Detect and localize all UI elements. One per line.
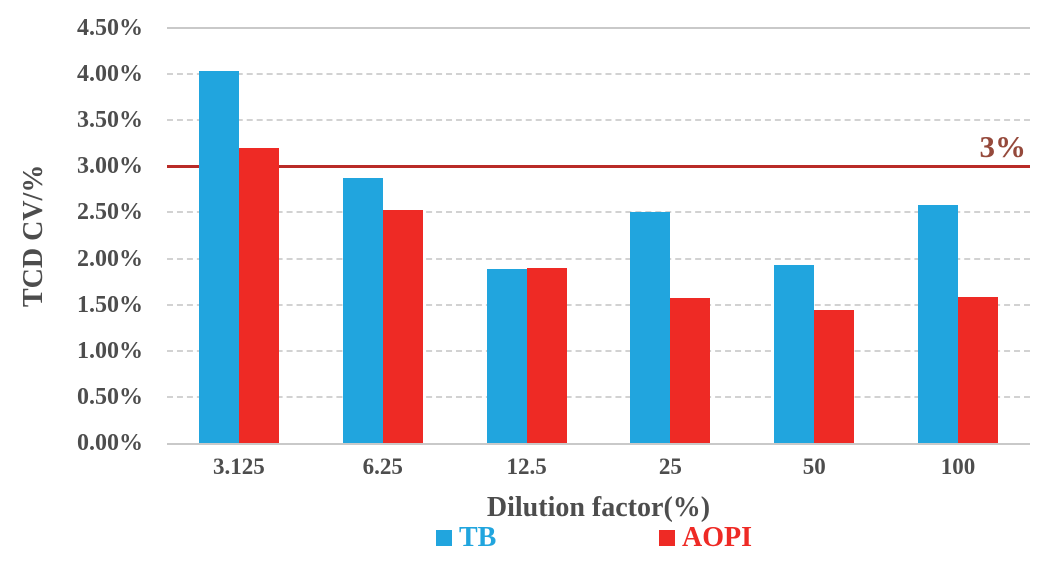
y-tick-4.50%: 4.50% xyxy=(77,15,143,41)
legend-label-tb: TB xyxy=(459,522,497,553)
bar-tb-25 xyxy=(630,211,671,443)
x-axis-line xyxy=(167,443,1030,445)
y-axis-tick-labels: 0.00% 0.50% 1.00% 1.50% 2.00% 2.50% 3.00% 3.50%… xyxy=(0,15,143,456)
legend-item-aopi: AOPI xyxy=(659,523,752,553)
legend-label-aopi: AOPI xyxy=(682,522,752,553)
y-tick-2.00%: 2.00% xyxy=(77,245,143,272)
y-tick-4.00%: 4.00% xyxy=(77,61,143,88)
bar-group-12.5 xyxy=(455,28,599,443)
bar-aopi-12.5 xyxy=(526,267,567,443)
bar-group-50 xyxy=(742,28,886,443)
y-tick-3.50%: 3.50% xyxy=(77,107,143,134)
legend-swatch-aopi xyxy=(659,530,675,546)
bar-group-100 xyxy=(886,28,1030,443)
x-tick-12.5: 12.5 xyxy=(506,454,547,479)
gridline-1.50% xyxy=(167,303,1030,306)
bar-aopi-25 xyxy=(670,298,711,443)
bar-group-25 xyxy=(598,28,742,443)
x-tick-3.125: 3.125 xyxy=(213,454,265,479)
gridline-1.00% xyxy=(167,349,1030,352)
bar-tb-12.5 xyxy=(486,268,527,443)
gridline-2.00% xyxy=(167,257,1030,260)
bar-tb-50 xyxy=(774,265,815,443)
y-tick-1.00%: 1.00% xyxy=(77,337,143,364)
y-tick-0.00%: 0.00% xyxy=(77,430,143,456)
x-tick-50: 50 xyxy=(802,454,826,479)
plot-area xyxy=(167,27,1030,445)
y-tick-1.50%: 1.50% xyxy=(77,291,143,318)
gridline-0.50% xyxy=(167,395,1030,398)
bar-aopi-50 xyxy=(814,310,855,443)
x-axis-tick-labels: 3.125 6.25 12.5 25 50 100 xyxy=(167,454,1030,480)
x-tick-25: 25 xyxy=(658,454,682,479)
bar-aopi-100 xyxy=(958,297,999,443)
reference-line-label: 3% xyxy=(979,129,1027,164)
bar-group-6.25 xyxy=(311,28,455,443)
bar-tb-6.25 xyxy=(342,178,383,443)
y-tick-0.50%: 0.50% xyxy=(77,383,143,410)
gridline-4.00% xyxy=(167,73,1030,76)
legend-item-tb: TB xyxy=(436,523,496,553)
bar-tb-100 xyxy=(918,205,959,443)
reference-line-3pct xyxy=(167,165,1030,169)
x-axis-title: Dilution factor(%) xyxy=(486,492,711,523)
y-tick-2.50%: 2.50% xyxy=(77,199,143,226)
bar-tb-3.125 xyxy=(198,71,239,443)
gridline-4.50% xyxy=(167,27,1030,29)
gridline-2.50% xyxy=(167,211,1030,214)
y-tick-3.00%: 3.00% xyxy=(77,153,143,180)
x-tick-100: 100 xyxy=(940,454,976,479)
legend-swatch-tb xyxy=(436,530,452,546)
bar-aopi-3.125 xyxy=(238,147,279,443)
x-tick-6.25: 6.25 xyxy=(362,454,403,479)
bar-aopi-6.25 xyxy=(382,209,423,443)
bar-groups xyxy=(167,28,1030,443)
gridline-3.50% xyxy=(167,119,1030,122)
bar-group-3.125 xyxy=(167,28,311,443)
